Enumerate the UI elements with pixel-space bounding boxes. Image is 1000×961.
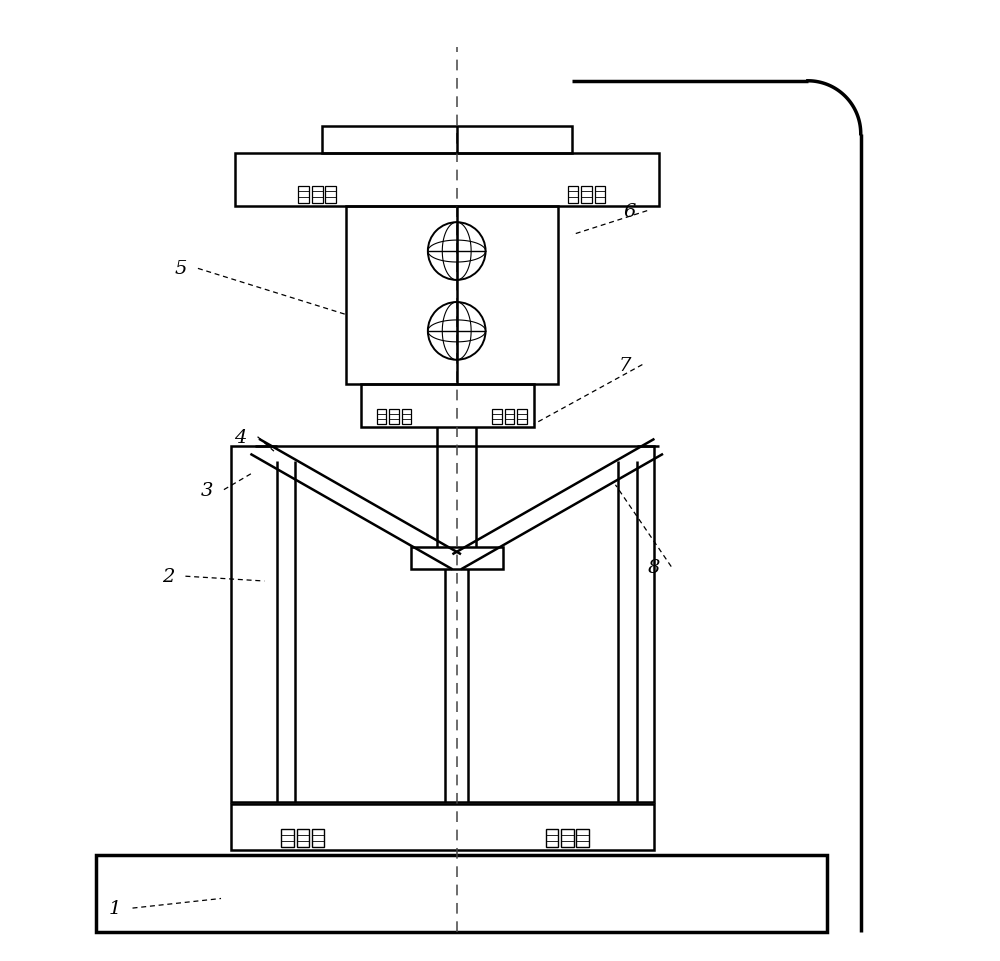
Bar [505, 409, 514, 425]
Bar [361, 384, 534, 428]
Bar [297, 829, 309, 848]
Bar [96, 855, 827, 932]
Text: 7: 7 [619, 357, 631, 374]
Bar [281, 829, 294, 848]
Bar [389, 409, 399, 425]
Bar [492, 409, 502, 425]
Text: 6: 6 [624, 203, 636, 220]
Bar [595, 186, 605, 204]
Bar [322, 127, 572, 154]
Bar [377, 409, 386, 425]
Bar [576, 829, 589, 848]
Text: 5: 5 [174, 260, 187, 278]
Bar [561, 829, 574, 848]
Bar [235, 154, 659, 207]
Text: 4: 4 [234, 429, 246, 446]
Bar [298, 186, 309, 204]
Text: 8: 8 [648, 558, 660, 576]
Bar [312, 186, 323, 204]
Bar [346, 207, 558, 384]
Bar [581, 186, 592, 204]
Bar [402, 409, 411, 425]
Bar [312, 829, 324, 848]
Text: 3: 3 [200, 481, 213, 499]
Bar [231, 804, 654, 850]
Bar [231, 447, 654, 802]
Bar [568, 186, 578, 204]
Bar [546, 829, 558, 848]
Bar [517, 409, 527, 425]
Bar [325, 186, 336, 204]
Bar [411, 548, 503, 569]
Text: 1: 1 [109, 899, 121, 917]
Text: 2: 2 [162, 568, 174, 585]
